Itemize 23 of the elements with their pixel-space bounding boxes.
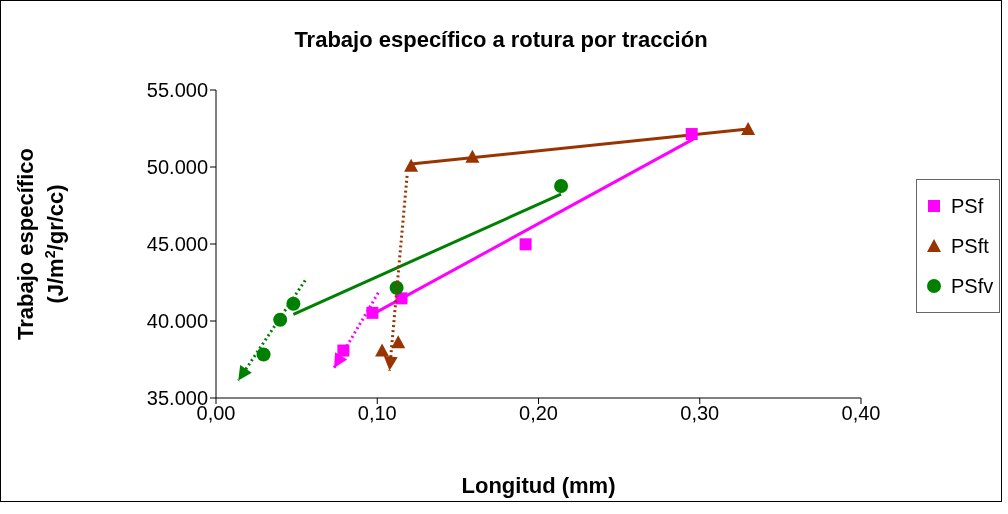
point (741, 122, 756, 136)
legend-label: PSf (951, 194, 984, 218)
x-tick-label: 0,40 (841, 402, 881, 425)
y-tick-label: 40.000 (146, 310, 208, 333)
legend-label: PSfv (951, 274, 994, 298)
point (465, 149, 480, 163)
point (519, 238, 532, 251)
point (391, 335, 406, 349)
chart-title: Trabajo específico a rotura por tracción (293, 27, 709, 53)
y-tick-label: 55.000 (146, 79, 208, 102)
point (375, 343, 390, 357)
x-tick-label: 0,10 (357, 402, 397, 425)
point (256, 347, 271, 362)
point (685, 128, 698, 141)
y-tick-label: 50.000 (146, 156, 208, 179)
point (554, 178, 569, 193)
legend-label: PSft (951, 234, 989, 258)
y-tick-label: 45.000 (146, 233, 208, 256)
x-tick-label: 0,30 (680, 402, 720, 425)
point (404, 158, 419, 172)
point (366, 306, 379, 319)
x-tick-label: 0,20 (519, 402, 558, 425)
x-axis-title: Longitud (mm) (460, 473, 617, 499)
